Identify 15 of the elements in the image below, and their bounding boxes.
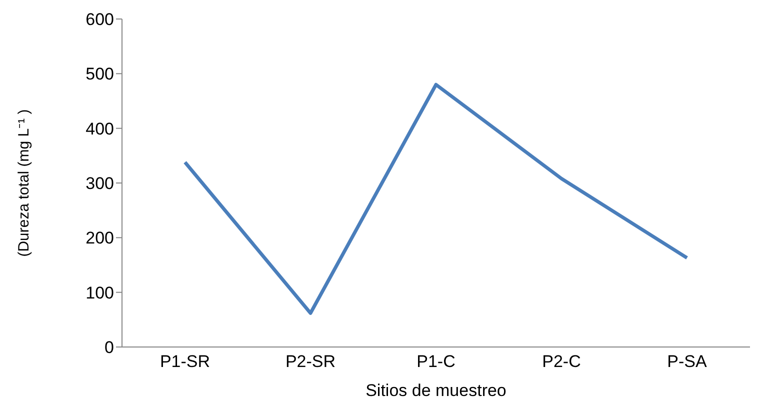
x-tick-label: P-SA (667, 352, 708, 372)
line-series (183, 82, 689, 315)
y-axis-title: (Dureza total (mg L⁻¹ ) (16, 109, 32, 257)
x-axis-title: Sitios de muestreo (366, 381, 506, 400)
x-tick-label: P1-C (416, 352, 456, 372)
y-tick-label: 400 (86, 119, 114, 138)
y-tick-label: 200 (86, 228, 114, 248)
y-tick-label: 600 (86, 10, 114, 30)
y-tick-label: 0 (104, 338, 114, 358)
x-tick-label: P2-SR (285, 352, 336, 372)
y-tick-label: 500 (86, 64, 114, 84)
x-tick-label: P2-C (542, 352, 581, 372)
x-tick-label: P1-SR (160, 352, 210, 372)
y-tick-label: 100 (86, 283, 114, 302)
y-tick-label: 300 (86, 174, 114, 194)
